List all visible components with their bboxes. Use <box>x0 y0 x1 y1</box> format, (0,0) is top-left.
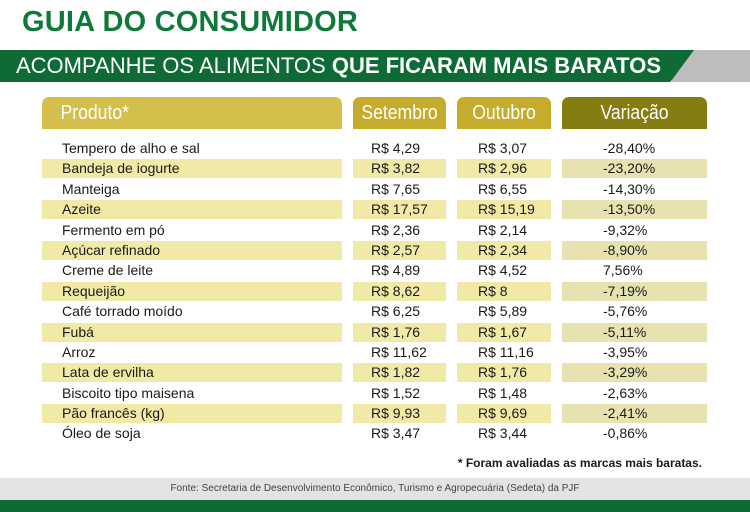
table-row: Lata de ervilha R$ 1,82 R$ 1,76 -3,29% <box>0 363 750 383</box>
cell-variacao: -14,30% <box>603 180 656 197</box>
subtitle-regular: ACOMPANHE OS ALIMENTOS <box>16 53 326 78</box>
cell-produto: Requeijão <box>42 281 342 301</box>
cell-outubro: R$ 2,96 <box>457 159 551 179</box>
cell-produto: Açúcar refinado <box>42 240 342 260</box>
table-row: Açúcar refinado R$ 2,57 R$ 2,34 -8,90% <box>0 240 750 261</box>
table-row: Biscoito tipo maisena R$ 1,52 R$ 1,48 -2,63… <box>0 384 750 404</box>
cell-produto: Fermento em pó <box>62 221 165 238</box>
cell-outubro: R$ 9,69 <box>457 404 551 424</box>
cell-setembro: R$ 2,36 <box>371 221 421 238</box>
cell-produto: Azeite <box>42 200 342 220</box>
cell-outubro: R$ 1,76 <box>457 363 551 383</box>
cell-produto: Bandeja de iogurte <box>42 159 342 179</box>
cell-variacao: -0,86% <box>603 425 648 442</box>
cell-produto: Fubá <box>42 322 342 342</box>
cell-outubro: R$ 6,55 <box>478 180 528 197</box>
cell-outubro: R$ 3,44 <box>478 425 528 442</box>
cell-variacao: -23,20% <box>562 159 707 179</box>
cell-produto: Creme de leite <box>62 262 154 279</box>
column-header-produto: Produto* <box>42 97 342 129</box>
table-row: Pão francês (kg) R$ 9,93 R$ 9,69 -2,41% <box>0 404 750 424</box>
cell-setembro: R$ 2,57 <box>353 240 446 260</box>
cell-produto: Manteiga <box>62 180 120 197</box>
cell-setembro: R$ 4,89 <box>371 262 421 279</box>
cell-setembro: R$ 7,65 <box>371 180 421 197</box>
cell-variacao: -3,95% <box>603 343 648 360</box>
cell-setembro: R$ 1,76 <box>353 322 446 342</box>
cell-variacao: -2,41% <box>562 404 707 424</box>
cell-outubro: R$ 5,89 <box>478 303 528 320</box>
table-row: Azeite R$ 17,57 R$ 15,19 -13,50% <box>0 200 750 220</box>
table-row: Café torrado moído R$ 6,25 R$ 5,89 -5,76% <box>0 302 750 322</box>
cell-outubro: R$ 11,16 <box>478 343 534 360</box>
cell-produto: Lata de ervilha <box>42 363 342 383</box>
subtitle-bold: QUE FICARAM MAIS BARATOS <box>331 53 662 78</box>
cell-variacao: -13,50% <box>562 200 707 220</box>
cell-produto: Óleo de soja <box>62 425 141 442</box>
cell-variacao: -5,11% <box>562 322 707 342</box>
column-header-setembro: Setembro <box>353 97 446 129</box>
cell-variacao: -3,29% <box>562 363 707 383</box>
table-row: Manteiga R$ 7,65 R$ 6,55 -14,30% <box>0 180 750 200</box>
cell-variacao: -28,40% <box>603 140 656 156</box>
cell-variacao: -5,76% <box>603 303 648 320</box>
cell-outubro: R$ 8 <box>457 281 551 301</box>
cell-setembro: R$ 17,57 <box>353 200 446 220</box>
table-row: Tempero de alho e sal R$ 4,29 R$ 3,07 -28,4… <box>0 139 750 159</box>
column-header-produto-label: Produto* <box>60 102 129 124</box>
cell-produto: Tempero de alho e sal <box>62 140 200 156</box>
cell-produto: Biscoito tipo maisena <box>62 384 195 401</box>
cell-variacao: -9,32% <box>603 221 648 238</box>
price-table: Tempero de alho e sal R$ 4,29 R$ 3,07 -28,4… <box>0 139 750 445</box>
cell-setembro: R$ 4,29 <box>371 140 421 156</box>
column-header-setembro-label: Setembro <box>361 102 438 124</box>
cell-setembro: R$ 1,82 <box>353 363 446 383</box>
cell-outubro: R$ 15,19 <box>457 200 551 220</box>
column-header-variacao: Variação <box>562 97 707 129</box>
cell-variacao: -2,63% <box>603 384 648 401</box>
cell-outubro: R$ 2,34 <box>457 240 551 260</box>
table-row: Arroz R$ 11,62 R$ 11,16 -3,95% <box>0 343 750 363</box>
cell-setembro: R$ 8,62 <box>353 281 446 301</box>
footnote: * Foram avaliadas as marcas mais baratas… <box>457 456 702 470</box>
cell-produto: Café torrado moído <box>62 303 183 320</box>
cell-setembro: R$ 6,25 <box>371 303 421 320</box>
cell-setembro: R$ 11,62 <box>371 343 427 360</box>
cell-produto: Pão francês (kg) <box>42 404 342 424</box>
table-row: Requeijão R$ 8,62 R$ 8 -7,19% <box>0 281 750 302</box>
column-header-outubro-label: Outubro <box>472 102 536 124</box>
cell-variacao: -7,19% <box>562 281 707 301</box>
cell-outubro: R$ 1,48 <box>478 384 528 401</box>
source-line: Fonte: Secretaria de Desenvolvimento Eco… <box>0 478 750 500</box>
table-row: Óleo de soja R$ 3,47 R$ 3,44 -0,86% <box>0 424 750 444</box>
cell-variacao: 7,56% <box>603 262 643 279</box>
table-row: Fubá R$ 1,76 R$ 1,67 -5,11% <box>0 322 750 343</box>
table-row: Creme de leite R$ 4,89 R$ 4,52 7,56% <box>0 261 750 281</box>
cell-setembro: R$ 1,52 <box>371 384 421 401</box>
cell-setembro: R$ 9,93 <box>353 404 446 424</box>
cell-setembro: R$ 3,47 <box>371 425 421 442</box>
cell-variacao: -8,90% <box>562 240 707 260</box>
subtitle-banner: ACOMPANHE OS ALIMENTOS QUE FICARAM MAIS … <box>0 50 694 82</box>
cell-produto: Arroz <box>62 343 96 360</box>
cell-setembro: R$ 3,82 <box>353 159 446 179</box>
bottom-bar <box>0 500 750 512</box>
page-title: GUIA DO CONSUMIDOR <box>22 6 359 38</box>
table-row: Bandeja de iogurte R$ 3,82 R$ 2,96 -23,20% <box>0 159 750 179</box>
column-header-outubro: Outubro <box>457 97 551 129</box>
cell-outubro: R$ 1,67 <box>457 322 551 342</box>
cell-outubro: R$ 2,14 <box>478 221 528 238</box>
column-header-variacao-label: Variação <box>600 102 669 124</box>
cell-outubro: R$ 4,52 <box>478 262 528 279</box>
cell-outubro: R$ 3,07 <box>478 140 528 156</box>
table-row: Fermento em pó R$ 2,36 R$ 2,14 -9,32% <box>0 221 750 241</box>
